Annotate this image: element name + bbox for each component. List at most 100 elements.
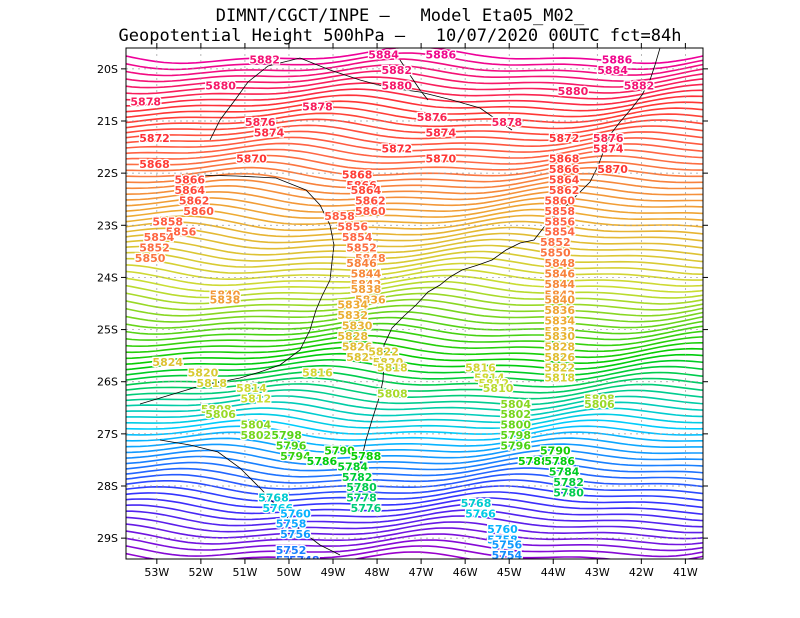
y-tick-label: 22S — [97, 167, 118, 180]
border-minor — [399, 59, 429, 101]
contour-5812 — [126, 274, 703, 293]
contour-label: 5796 — [500, 440, 531, 453]
contour-5736 — [126, 503, 703, 522]
contour-label: 5872 — [139, 132, 170, 145]
x-tick-label: 46W — [453, 566, 478, 579]
contour-label: 5728 — [549, 586, 580, 599]
contour-label: 5878 — [302, 101, 333, 114]
contour-label: 5820 — [373, 356, 404, 369]
y-tick-label: 21S — [97, 115, 118, 128]
contour-lines — [126, 48, 703, 559]
contour-label: 5814 — [236, 382, 267, 395]
contour-label: 5760 — [280, 507, 311, 520]
contour-label: 5804 — [500, 398, 531, 411]
contour-label: 5860 — [183, 205, 214, 218]
contour-label: 5768 — [461, 497, 492, 510]
border-north — [209, 57, 513, 141]
contour-5752 — [126, 455, 703, 472]
contour-5862 — [126, 124, 703, 142]
contour-5740 — [126, 491, 703, 509]
contour-label: 5844 — [351, 267, 382, 280]
contour-5856 — [126, 142, 703, 159]
contour-label: 5794 — [280, 450, 311, 463]
contour-5792 — [126, 334, 703, 354]
chart-title-line2: Geopotential Height 500hPa – 10/07/2020 … — [118, 26, 682, 46]
contour-label: 5834 — [544, 314, 575, 327]
contour-label: 5874 — [254, 127, 285, 140]
contour-label: 5768 — [258, 492, 289, 505]
contour-label: 5884 — [597, 64, 628, 77]
contour-label: 5886 — [602, 54, 633, 67]
contour-label: 5862 — [179, 194, 210, 207]
contour-label: 5824 — [346, 351, 377, 364]
contour-label: 5872 — [381, 142, 412, 155]
contour-label: 5780 — [346, 481, 377, 494]
contour-5828 — [126, 226, 703, 244]
contour-5824 — [126, 238, 703, 256]
contour-5810 — [126, 280, 703, 299]
contour-5806 — [126, 292, 703, 311]
x-tick-label: 41W — [673, 566, 698, 579]
contour-5786 — [126, 352, 703, 371]
contour-5808 — [126, 286, 703, 305]
contour-5800 — [126, 310, 703, 329]
y-tick-label: 20S — [97, 63, 118, 76]
contour-5774 — [126, 389, 703, 406]
contour-5764 — [126, 419, 703, 435]
contour-label: 5848 — [355, 252, 386, 265]
axes: 53W 52W 51W 50W 49W 48W 47W 46W 45W 44W 43W 42W 41W 2… — [97, 43, 708, 579]
contour-label: 5874 — [593, 142, 624, 155]
contour-label: 5788 — [351, 450, 382, 463]
contour-label: 5816 — [302, 367, 333, 380]
grid-lines — [126, 48, 703, 559]
contour-5804 — [126, 298, 703, 317]
contour-5726 — [126, 533, 703, 552]
contour-label: 5886 — [426, 48, 457, 61]
contour-label: 5720 — [337, 596, 368, 609]
contour-label: 5840 — [210, 288, 241, 301]
contour-5858 — [126, 136, 703, 153]
contour-5784 — [126, 358, 703, 376]
border-south — [159, 439, 341, 556]
contour-label: 5784 — [549, 466, 580, 479]
contour-label: 5830 — [544, 330, 575, 343]
contour-label: 5806 — [205, 408, 236, 421]
contour-label: 5766 — [263, 502, 294, 515]
contour-label: 5828 — [544, 340, 575, 353]
contour-label: 5758 — [276, 518, 307, 531]
contour-label: 5854 — [544, 226, 575, 239]
chart-title-line1: DIMNT/CGCT/INPE – Model Eta05_M02_ — [215, 6, 585, 26]
contour-label: 5766 — [465, 507, 496, 520]
contour-label: 5756 — [280, 528, 311, 541]
contour-label: 5726 — [527, 591, 558, 604]
contour-label: 5880 — [558, 85, 589, 98]
contour-label: 5846 — [346, 257, 377, 270]
contour-label: 5838 — [351, 283, 382, 296]
contour-label: 5880 — [205, 80, 236, 93]
contour-5870 — [126, 100, 703, 119]
contour-label: 5836 — [355, 294, 386, 307]
contour-label: 5864 — [174, 184, 205, 197]
contour-label: 5866 — [346, 179, 377, 192]
contour-label: 5882 — [381, 64, 412, 77]
contour-5848 — [126, 166, 703, 183]
contour-5782 — [126, 364, 703, 382]
y-tick-label: 25S — [97, 324, 118, 337]
contour-5860 — [126, 130, 703, 148]
contour-label: 5868 — [139, 158, 170, 171]
y-tick-label: 26S — [97, 376, 118, 389]
y-tick-label: 28S — [97, 480, 118, 493]
y-tick-label: 24S — [97, 271, 118, 284]
contour-label: 5888 — [593, 38, 624, 51]
contour-label: 5816 — [465, 361, 496, 374]
contour-5888 — [126, 48, 703, 65]
contour-label: 5852 — [540, 236, 571, 249]
contour-label: 5812 — [241, 393, 272, 406]
contour-5818 — [126, 256, 703, 275]
contour-label: 5780 — [553, 486, 584, 499]
contour-label: 5756 — [492, 539, 523, 552]
contour-5758 — [126, 437, 703, 454]
contour-label: 5790 — [540, 445, 571, 458]
x-tick-label: 50W — [277, 566, 302, 579]
